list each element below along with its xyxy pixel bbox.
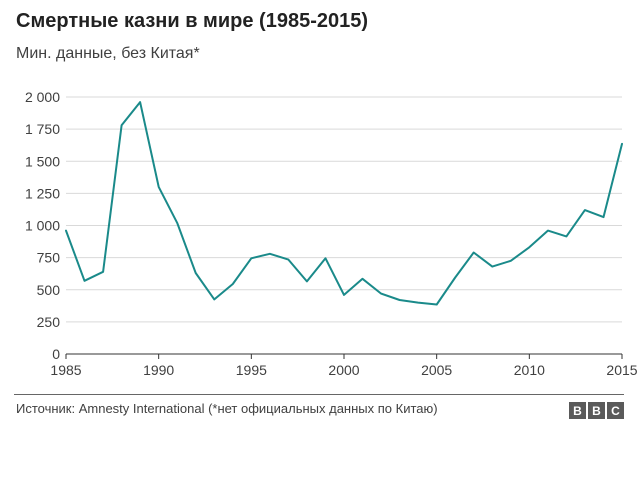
y-tick-label-2000: 2 000 [25,89,60,105]
series [65,101,623,306]
y-axis-ticks: 0 250 500 750 1 000 1 250 1 500 1 750 2 000 [25,89,60,362]
bbc-logo-letter-b2: B [588,402,605,419]
y-tick-label-250: 250 [37,314,61,330]
bbc-logo: B B C [569,402,624,419]
source-note: Источник: Amnesty International (*нет оф… [16,401,438,416]
chart-title: Смертные казни в мире (1985-2015) [16,10,369,32]
y-tick-label-0: 0 [52,346,60,362]
x-tick-label-1990: 1990 [143,362,174,378]
footer-divider [14,394,624,395]
y-tick-label-1000: 1 000 [25,218,60,234]
gridlines [66,96,622,355]
bbc-logo-letter-c: C [607,402,624,419]
x-tick-label-1995: 1995 [236,362,267,378]
y-tick-label-1500: 1 500 [25,153,60,169]
x-axis-ticks: 1985 1990 1995 2000 2005 2010 2015 [50,354,638,378]
x-tick-label-1985: 1985 [50,362,81,378]
bbc-logo-letter-b1: B [569,402,586,419]
x-tick-label-2010: 2010 [514,362,545,378]
y-tick-label-500: 500 [37,282,61,298]
x-tick-label-2015: 2015 [606,362,637,378]
series-line-0 [65,101,623,306]
chart-subtitle: Мин. данные, без Китая* [16,45,200,62]
y-tick-label-1250: 1 250 [25,185,60,201]
x-tick-label-2000: 2000 [328,362,359,378]
y-tick-label-750: 750 [37,250,61,266]
y-tick-label-1750: 1 750 [25,121,60,137]
x-tick-label-2005: 2005 [421,362,452,378]
